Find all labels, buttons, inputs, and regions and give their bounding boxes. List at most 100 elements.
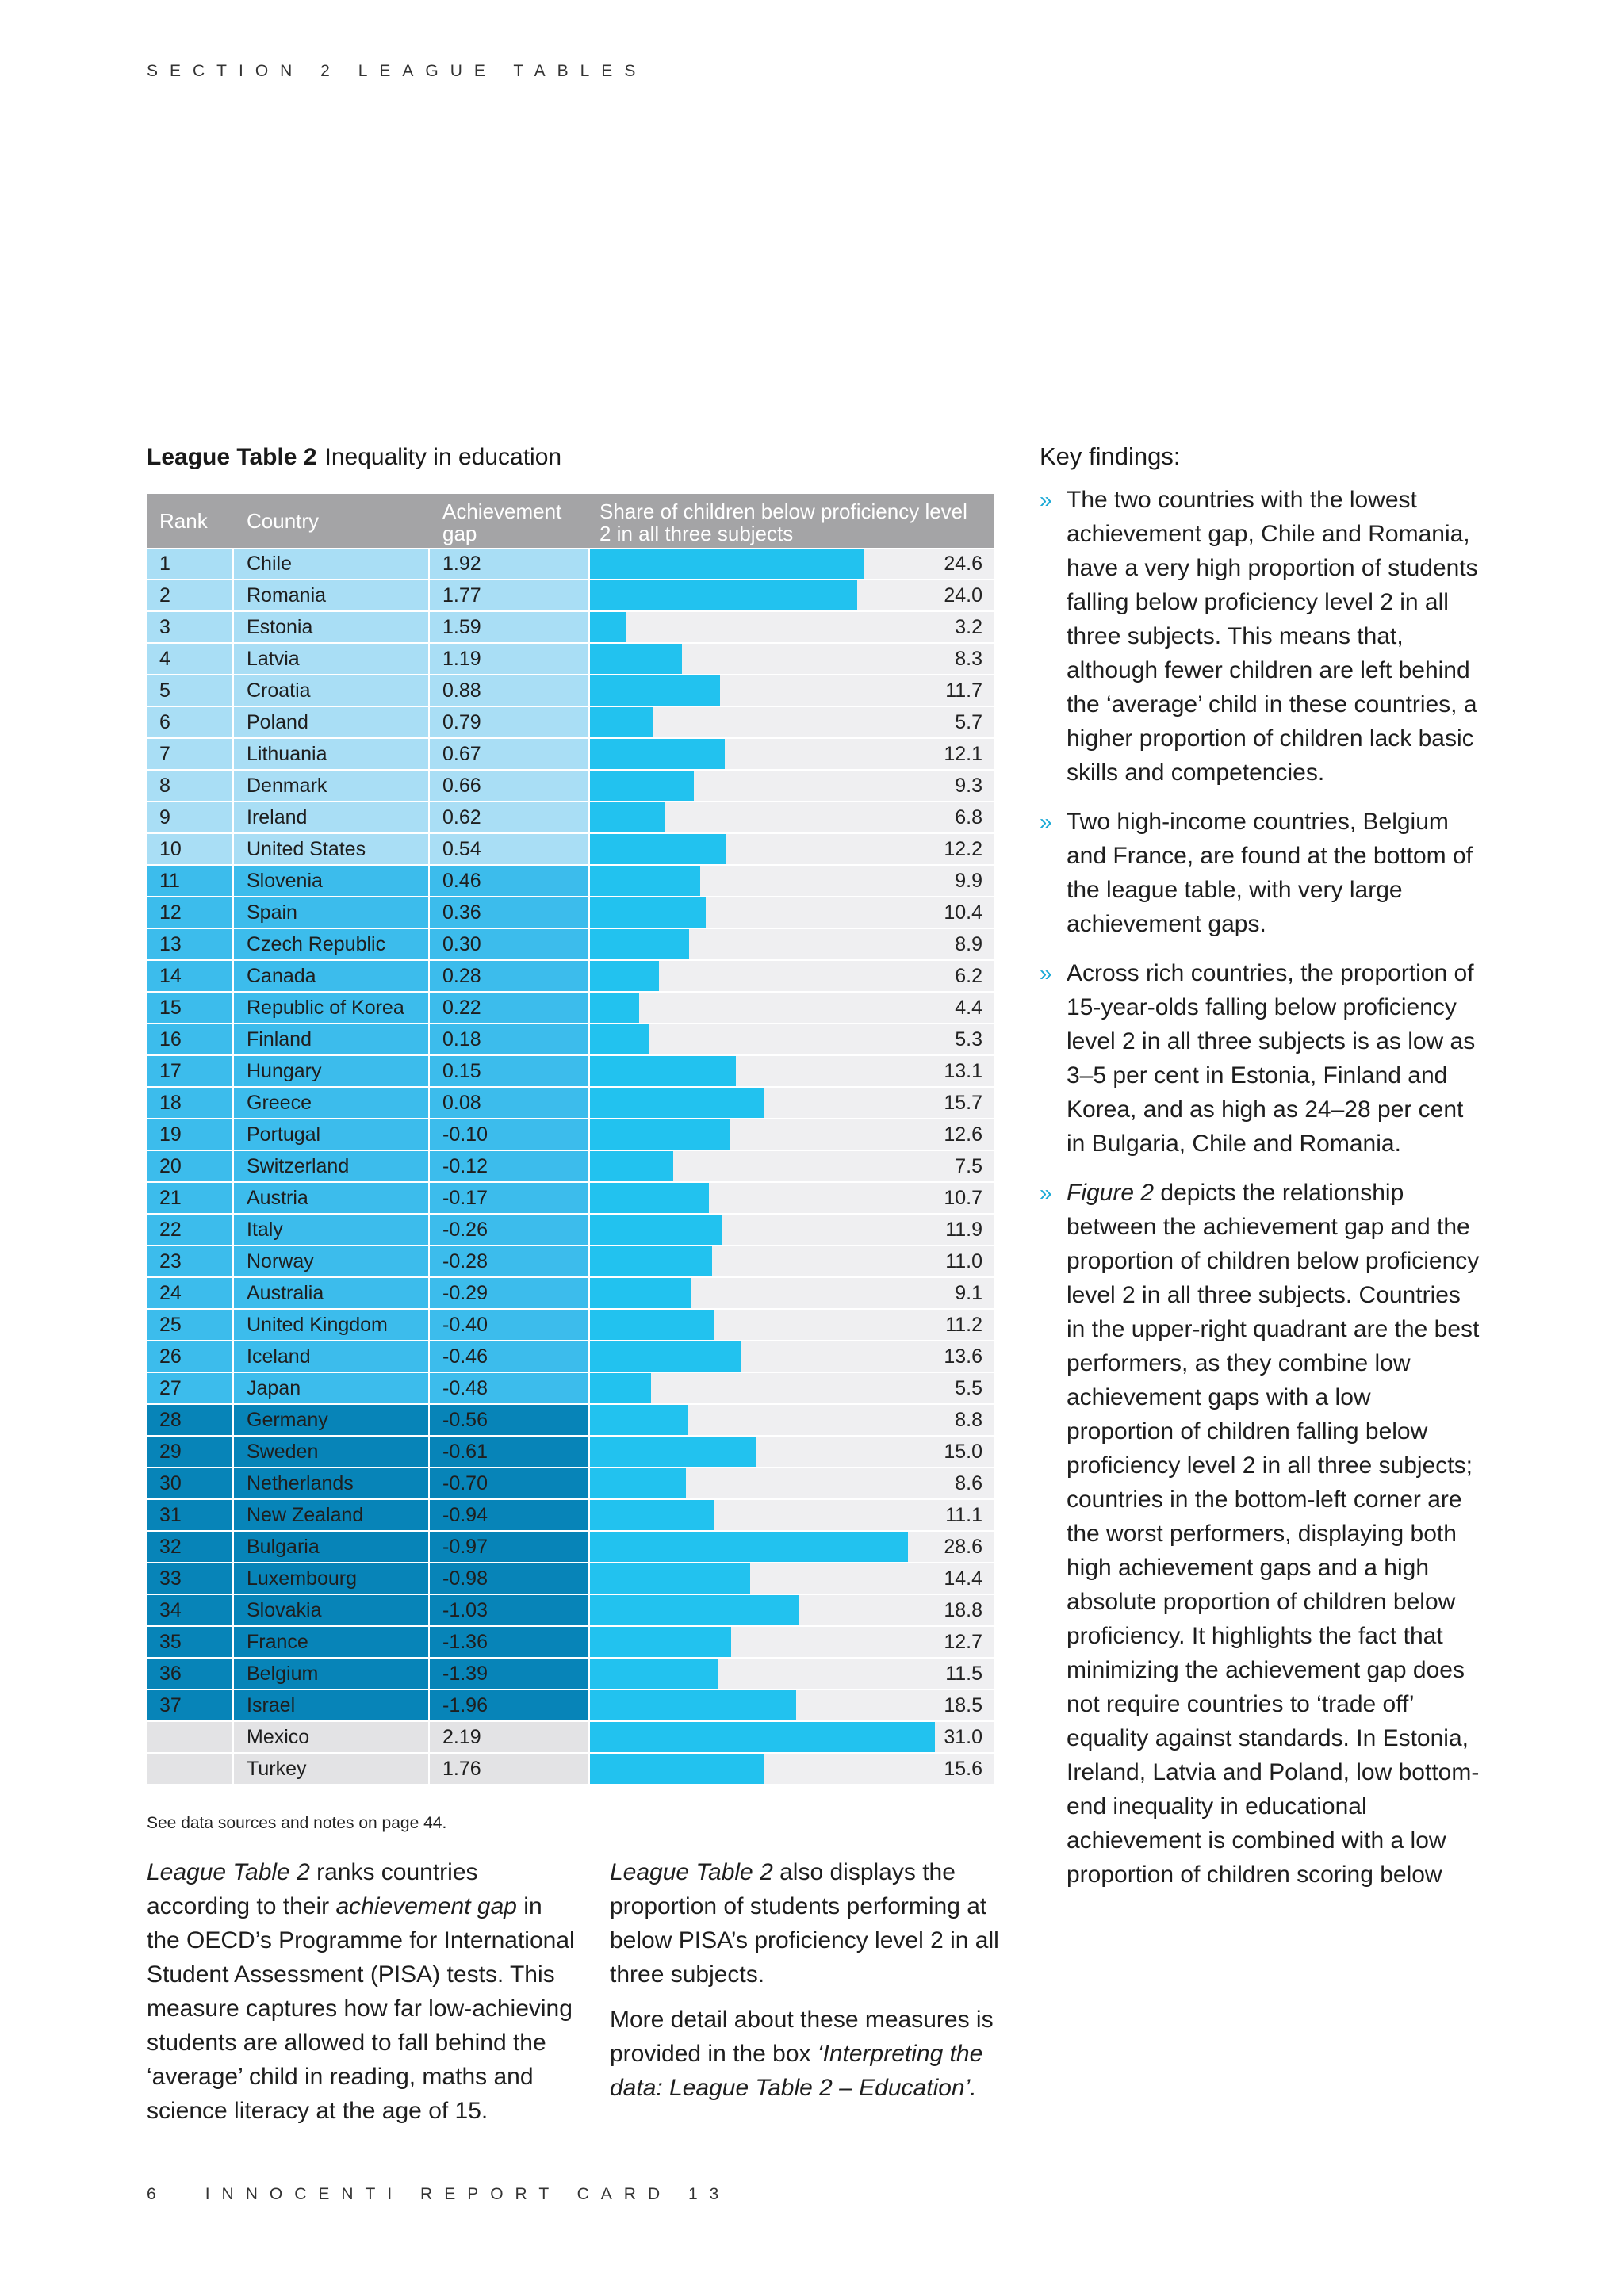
rank-cell: 22 (147, 1215, 232, 1245)
rank-cell: 29 (147, 1437, 232, 1467)
share-bar (590, 771, 694, 801)
text-run: in the OECD’s Programme for Internationa… (147, 1893, 575, 2124)
share-bar (590, 644, 682, 674)
rank-cell: 10 (147, 834, 232, 864)
share-bar (590, 1119, 730, 1150)
country-cell: Spain (234, 897, 428, 928)
share-value: 10.7 (944, 1187, 982, 1209)
share-bar (590, 1151, 673, 1181)
text-run: The two countries with the lowest achiev… (1067, 487, 1478, 786)
country-cell: Turkey (234, 1754, 428, 1784)
share-bar (590, 1405, 688, 1435)
share-bar (590, 1754, 764, 1784)
table-row: 36 Belgium -1.39 11.5 (147, 1658, 994, 1689)
share-cell: 11.5 (590, 1659, 994, 1689)
gap-cell: 0.54 (430, 834, 588, 864)
share-cell: 8.3 (590, 644, 994, 674)
text-run: Two high-income countries, Belgium and F… (1067, 809, 1473, 937)
share-cell: 11.9 (590, 1215, 994, 1245)
country-cell: Czech Republic (234, 929, 428, 959)
country-cell: Croatia (234, 675, 428, 706)
text-run: More detail about these measures is prov… (610, 2007, 994, 2067)
share-value: 11.7 (945, 679, 982, 702)
gap-cell: 0.46 (430, 866, 588, 896)
share-bar (590, 1215, 722, 1245)
share-value: 8.6 (955, 1472, 982, 1494)
body-paragraph: More detail about these measures is prov… (610, 2003, 1022, 2105)
share-value: 8.8 (955, 1409, 982, 1431)
publication-name: INNOCENTI REPORT CARD 13 (205, 2185, 731, 2203)
country-cell: Australia (234, 1278, 428, 1308)
share-value: 6.2 (955, 965, 982, 987)
share-value: 8.3 (955, 648, 982, 670)
gap-cell: 0.18 (430, 1024, 588, 1054)
key-findings-list: » The two countries with the lowest achie… (1040, 483, 1484, 1907)
country-cell: Estonia (234, 612, 428, 642)
table-row: 1 Chile 1.92 24.6 (147, 548, 994, 580)
table-row: 24 Australia -0.29 9.1 (147, 1277, 994, 1309)
share-cell: 9.1 (590, 1278, 994, 1308)
gap-cell: 1.92 (430, 549, 588, 579)
text-run: League Table 2 (147, 1859, 310, 1885)
country-cell: Italy (234, 1215, 428, 1245)
rank-cell: 14 (147, 961, 232, 991)
chevron-bullet-icon: » (1040, 809, 1052, 834)
rank-cell: 27 (147, 1373, 232, 1403)
share-cell: 14.4 (590, 1563, 994, 1594)
table-row: 23 Norway -0.28 11.0 (147, 1246, 994, 1277)
gap-cell: -1.03 (430, 1595, 588, 1625)
league-table: Rank Country Achievement gap Share of ch… (147, 494, 994, 1785)
share-cell: 18.5 (590, 1690, 994, 1720)
share-cell: 8.9 (590, 929, 994, 959)
rank-cell: 13 (147, 929, 232, 959)
table-row: 29 Sweden -0.61 15.0 (147, 1436, 994, 1468)
share-value: 15.0 (944, 1441, 982, 1463)
share-cell: 10.7 (590, 1183, 994, 1213)
text-run: achievement gap (335, 1893, 517, 1919)
gap-cell: -0.26 (430, 1215, 588, 1245)
share-bar (590, 707, 653, 737)
table-row: Mexico 2.19 31.0 (147, 1721, 994, 1753)
share-value: 9.9 (955, 870, 982, 892)
country-cell: Hungary (234, 1056, 428, 1086)
gap-cell: 0.79 (430, 707, 588, 737)
country-cell: Israel (234, 1690, 428, 1720)
rank-cell: 18 (147, 1088, 232, 1118)
country-cell: France (234, 1627, 428, 1657)
table-row: 2 Romania 1.77 24.0 (147, 580, 994, 611)
share-bar (590, 1563, 750, 1594)
country-cell: Switzerland (234, 1151, 428, 1181)
share-cell: 6.2 (590, 961, 994, 991)
text-run: Across rich countries, the proportion of… (1067, 960, 1476, 1157)
share-cell: 28.6 (590, 1532, 994, 1562)
share-bar (590, 993, 639, 1023)
country-cell: Greece (234, 1088, 428, 1118)
share-value: 11.9 (945, 1219, 982, 1241)
share-cell: 31.0 (590, 1722, 994, 1752)
gap-cell: 0.36 (430, 897, 588, 928)
gap-cell: -0.12 (430, 1151, 588, 1181)
table-row: 33 Luxembourg -0.98 14.4 (147, 1563, 994, 1594)
gap-cell: -0.56 (430, 1405, 588, 1435)
share-value: 18.8 (944, 1599, 982, 1621)
share-cell: 9.3 (590, 771, 994, 801)
share-bar (590, 1088, 764, 1118)
header-country: Country (247, 509, 320, 533)
country-cell: Austria (234, 1183, 428, 1213)
rank-cell: 20 (147, 1151, 232, 1181)
share-cell: 12.2 (590, 834, 994, 864)
table-row: 15 Republic of Korea 0.22 4.4 (147, 992, 994, 1024)
table-row: 4 Latvia 1.19 8.3 (147, 643, 994, 675)
rank-cell: 19 (147, 1119, 232, 1150)
share-value: 8.9 (955, 933, 982, 955)
share-bar (590, 1437, 756, 1467)
key-finding-item: » The two countries with the lowest achie… (1040, 483, 1484, 790)
share-value: 9.1 (955, 1282, 982, 1304)
country-cell: Poland (234, 707, 428, 737)
share-cell: 11.1 (590, 1500, 994, 1530)
rank-cell: 28 (147, 1405, 232, 1435)
country-cell: Germany (234, 1405, 428, 1435)
share-cell: 12.7 (590, 1627, 994, 1657)
share-cell: 15.7 (590, 1088, 994, 1118)
rank-cell: 8 (147, 771, 232, 801)
